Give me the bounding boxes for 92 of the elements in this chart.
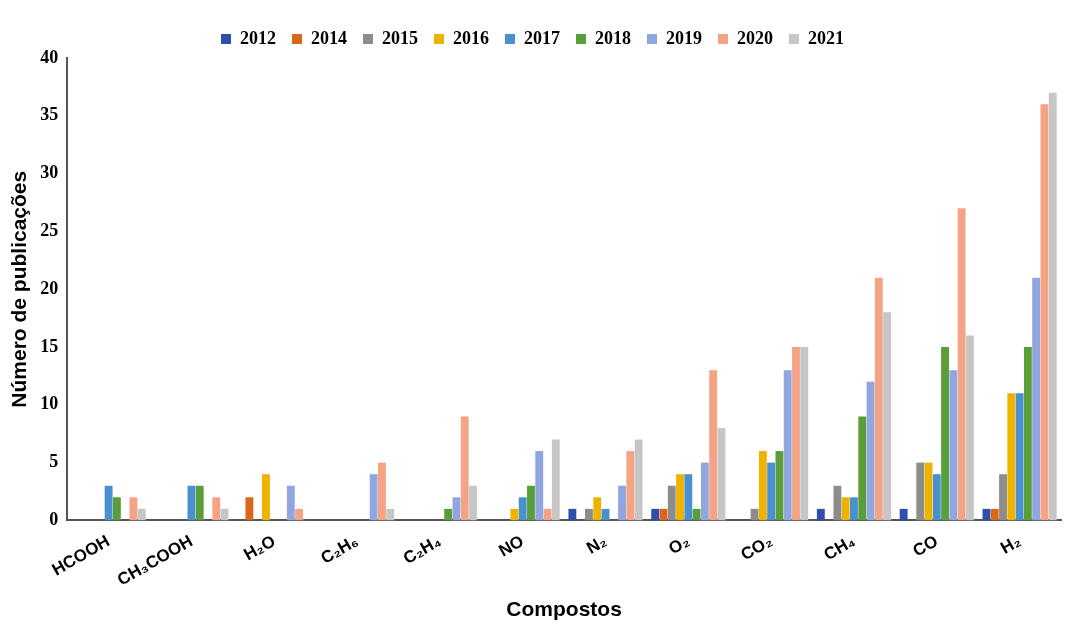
bar <box>783 370 792 521</box>
bar <box>444 508 453 521</box>
bar <box>684 474 693 521</box>
bar <box>195 485 204 521</box>
bar <box>469 485 477 521</box>
legend-label: 2015 <box>382 27 418 48</box>
legend-label: 2012 <box>240 27 276 48</box>
bar <box>792 347 800 521</box>
bar <box>833 485 842 521</box>
x-tick-label: H₂O <box>240 531 279 565</box>
y-tick-label: 35 <box>40 104 59 125</box>
y-tick-label: 20 <box>40 277 59 298</box>
legend-label: 2014 <box>311 27 347 48</box>
bar <box>750 508 759 521</box>
bar <box>800 347 809 521</box>
bar <box>634 439 643 521</box>
bar <box>932 474 941 521</box>
bar <box>941 347 949 521</box>
x-tick-label: C₂H₆ <box>317 531 362 568</box>
bar <box>758 451 767 521</box>
bar <box>651 508 660 521</box>
bar <box>527 485 535 521</box>
bar <box>957 208 966 521</box>
bar <box>850 497 858 521</box>
bar <box>1007 393 1016 521</box>
x-tick-label: N₂ <box>583 531 610 558</box>
x-tick-label: NO <box>495 531 528 561</box>
x-tick-label: CO₂ <box>737 531 776 565</box>
bar <box>1015 393 1024 521</box>
bar <box>1023 347 1032 521</box>
bar <box>626 451 635 521</box>
bar <box>551 439 560 521</box>
bar <box>999 474 1007 521</box>
bar <box>1048 92 1057 521</box>
bar <box>286 485 295 521</box>
bar <box>767 462 776 521</box>
bar <box>1032 277 1041 521</box>
bar <box>377 462 386 521</box>
bar <box>816 508 825 521</box>
y-tick-label: 0 <box>49 509 59 530</box>
legend-label: 2019 <box>666 27 702 48</box>
bar <box>585 508 593 521</box>
bar <box>460 416 469 521</box>
bar <box>709 370 718 521</box>
y-tick-label: 15 <box>40 335 59 356</box>
y-tick-label: 25 <box>40 220 59 241</box>
bar <box>874 277 883 521</box>
bar <box>104 485 113 521</box>
y-tick-label: 5 <box>49 451 59 472</box>
y-axis-title: Número de publicações <box>7 170 31 408</box>
bar <box>841 497 850 521</box>
bar <box>858 416 867 521</box>
bar <box>386 508 395 521</box>
x-tick-label: C₂H₄ <box>399 531 445 568</box>
bar <box>618 485 627 521</box>
bar <box>245 497 254 521</box>
bar <box>510 508 519 521</box>
bar <box>965 335 974 521</box>
bar <box>883 312 892 521</box>
bar <box>593 497 602 521</box>
bar <box>775 451 784 521</box>
bar <box>990 508 999 521</box>
bar <box>212 497 221 521</box>
bar <box>369 474 378 521</box>
bar <box>535 451 544 521</box>
bar <box>187 485 196 521</box>
bar <box>700 462 709 521</box>
x-tick-label: O₂ <box>665 531 693 559</box>
bar <box>112 497 121 521</box>
legend-label: 2021 <box>808 27 844 48</box>
x-tick-label: CH₄ <box>820 531 859 565</box>
bar <box>667 485 676 521</box>
x-tick-label: H₂ <box>997 531 1024 558</box>
y-tick-label: 30 <box>40 162 59 183</box>
legend-label: 2017 <box>524 27 560 48</box>
legend-label: 2018 <box>595 27 631 48</box>
legend-label: 2020 <box>737 27 773 48</box>
y-tick-label: 40 <box>40 46 59 67</box>
bar <box>518 497 527 521</box>
x-tick-label: CO <box>909 531 942 561</box>
bar <box>295 508 304 521</box>
x-axis-title: Compostos <box>506 597 622 621</box>
bar <box>949 370 958 521</box>
y-tick-label: 10 <box>40 393 59 414</box>
bar <box>568 508 577 521</box>
bar <box>899 508 908 521</box>
bar <box>692 508 701 521</box>
bar <box>137 508 146 521</box>
bar <box>916 462 925 521</box>
bar <box>262 474 270 521</box>
bar <box>676 474 684 521</box>
legend-label: 2016 <box>453 27 489 48</box>
